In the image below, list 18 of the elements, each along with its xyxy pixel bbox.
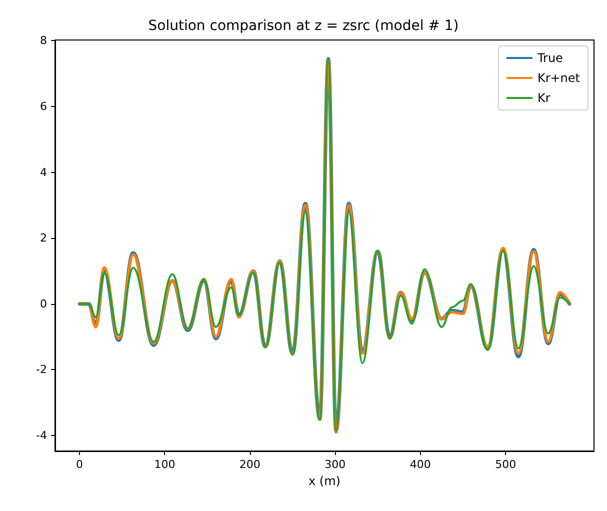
x-tick-label: 0 <box>76 458 83 471</box>
y-tick-label: 4 <box>40 166 47 179</box>
y-tick-label: 0 <box>40 297 47 310</box>
x-tick-label: 300 <box>324 458 346 471</box>
y-tick-label: -4 <box>36 429 47 442</box>
x-tick-label: 100 <box>154 458 176 471</box>
x-tick-label: 500 <box>495 458 516 471</box>
x-axis-title: x (m) <box>308 474 340 488</box>
chart-title: Solution comparison at z = zsrc (model # 1) <box>148 18 459 34</box>
y-tick-label: -2 <box>36 363 47 376</box>
x-tick-label: 400 <box>410 458 431 471</box>
y-tick-label: 6 <box>40 100 47 113</box>
legend-label: True <box>536 51 563 65</box>
y-tick-label: 8 <box>40 34 47 48</box>
legend-label: Kr <box>537 91 550 105</box>
x-tick-label: 200 <box>239 458 260 471</box>
legend-label: Kr+net <box>537 71 580 85</box>
y-tick-label: 2 <box>40 232 47 245</box>
